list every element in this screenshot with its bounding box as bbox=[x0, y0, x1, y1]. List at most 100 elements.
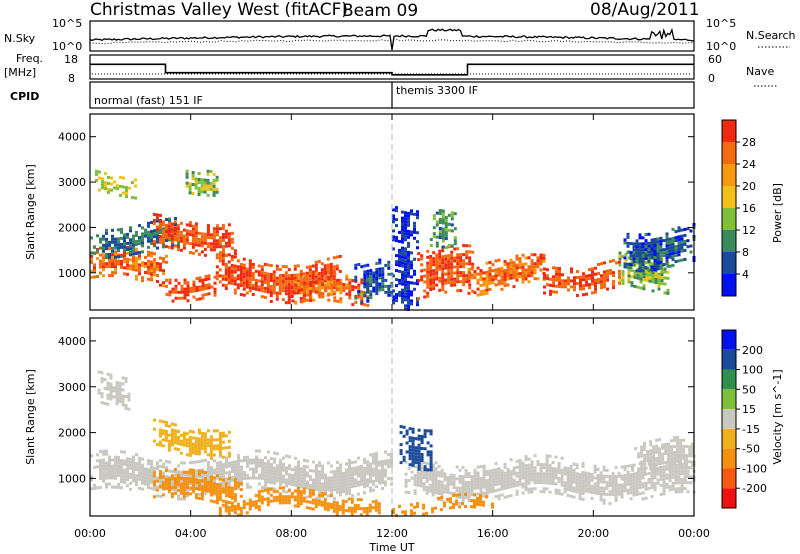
heatmap-cell bbox=[674, 245, 678, 249]
heatmap-cell bbox=[465, 262, 469, 266]
heatmap-cell bbox=[200, 431, 204, 435]
heatmap-cell bbox=[141, 466, 144, 470]
heatmap-cell bbox=[503, 495, 507, 499]
heatmap-cell bbox=[179, 451, 183, 455]
heatmap-cell bbox=[453, 239, 457, 243]
heatmap-cell bbox=[636, 267, 640, 271]
heatmap-cell bbox=[641, 269, 645, 273]
heatmap-cell bbox=[233, 249, 237, 253]
heatmap-cell bbox=[530, 490, 534, 494]
heatmap-cell bbox=[506, 486, 510, 489]
heatmap-cell bbox=[587, 481, 591, 485]
heatmap-cell bbox=[473, 474, 477, 478]
heatmap-cell bbox=[599, 480, 603, 484]
heatmap-cell bbox=[305, 500, 309, 504]
heatmap-cell bbox=[282, 474, 285, 478]
heatmap-cell bbox=[96, 249, 99, 253]
heatmap-cell bbox=[384, 480, 387, 484]
heatmap-cell bbox=[417, 297, 421, 301]
heatmap-cell bbox=[300, 285, 304, 289]
heatmap-cell bbox=[650, 256, 654, 260]
heatmap-cell bbox=[176, 236, 180, 240]
heatmap-cell bbox=[333, 476, 336, 480]
heatmap-cell bbox=[270, 457, 273, 461]
heatmap-cell bbox=[572, 468, 576, 472]
heatmap-cell bbox=[287, 292, 291, 296]
heatmap-cell bbox=[212, 230, 216, 234]
heatmap-cell bbox=[261, 464, 264, 468]
heatmap-cell bbox=[398, 239, 401, 243]
heatmap-cell bbox=[206, 169, 210, 173]
heatmap-cell bbox=[494, 471, 498, 475]
heatmap-cell bbox=[102, 274, 105, 278]
heatmap-cell bbox=[656, 240, 660, 244]
heatmap-cell bbox=[197, 243, 201, 247]
heatmap-cell bbox=[691, 448, 695, 452]
heatmap-cell bbox=[413, 230, 416, 234]
heatmap-cell bbox=[594, 284, 597, 288]
heatmap-cell bbox=[458, 486, 462, 490]
heatmap-cell bbox=[467, 291, 471, 295]
heatmap-cell bbox=[381, 276, 385, 280]
heatmap-cell bbox=[414, 452, 418, 456]
heatmap-cell bbox=[629, 251, 633, 255]
heatmap-cell bbox=[664, 461, 668, 464]
heatmap-cell bbox=[658, 447, 662, 451]
heatmap-cell bbox=[674, 487, 678, 491]
heatmap-cell bbox=[635, 248, 639, 252]
heatmap-cell bbox=[438, 230, 442, 233]
heatmap-cell bbox=[303, 464, 306, 468]
heatmap-cell bbox=[575, 490, 579, 494]
heatmap-cell bbox=[164, 477, 168, 481]
heatmap-cell bbox=[408, 439, 412, 443]
heatmap-cell bbox=[300, 467, 303, 471]
heatmap-cell bbox=[603, 285, 606, 289]
heatmap-cell bbox=[422, 461, 426, 465]
heatmap-cell bbox=[543, 267, 546, 271]
heatmap-cell bbox=[432, 263, 436, 267]
heatmap-cell bbox=[655, 462, 659, 466]
heatmap-cell bbox=[294, 468, 297, 472]
heatmap-cell bbox=[407, 301, 410, 305]
heatmap-cell bbox=[518, 477, 522, 481]
heatmap-cell bbox=[462, 277, 466, 281]
heatmap-cell bbox=[422, 512, 425, 516]
heatmap-cell bbox=[105, 231, 108, 235]
heatmap-cell bbox=[667, 457, 671, 461]
heatmap-cell bbox=[209, 233, 213, 237]
heatmap-cell bbox=[679, 444, 683, 448]
heatmap-cell bbox=[332, 274, 336, 278]
heatmap-cell bbox=[398, 293, 401, 297]
heatmap-cell bbox=[225, 471, 228, 475]
heatmap-cell bbox=[638, 242, 642, 246]
heatmap-cell bbox=[509, 270, 513, 274]
heatmap-cell bbox=[491, 486, 495, 490]
heatmap-cell bbox=[324, 277, 328, 281]
heatmap-cell bbox=[677, 241, 681, 245]
heatmap-cell bbox=[611, 487, 615, 491]
heatmap-cell bbox=[467, 481, 471, 485]
heatmap-cell bbox=[450, 217, 454, 221]
heatmap-cell bbox=[272, 490, 276, 494]
heatmap-cell bbox=[378, 475, 381, 479]
heatmap-cell bbox=[662, 492, 666, 496]
heatmap-cell bbox=[512, 264, 516, 268]
heatmap-cell bbox=[446, 482, 450, 485]
heatmap-cell bbox=[279, 459, 282, 462]
heatmap-cell bbox=[395, 209, 398, 213]
heatmap-cell bbox=[459, 265, 463, 269]
heatmap-cell bbox=[497, 497, 501, 501]
heatmap-cell bbox=[357, 492, 360, 496]
heatmap-cell bbox=[441, 249, 445, 253]
heatmap-cell bbox=[129, 258, 132, 262]
heatmap-cell bbox=[135, 453, 138, 457]
heatmap-cell bbox=[627, 256, 631, 260]
heatmap-cell bbox=[185, 444, 189, 448]
heatmap-cell bbox=[186, 284, 190, 288]
heatmap-cell bbox=[272, 285, 276, 289]
heatmap-cell bbox=[638, 263, 642, 267]
heatmap-cell bbox=[221, 251, 225, 254]
heatmap-cell bbox=[345, 477, 348, 481]
heatmap-cell bbox=[572, 462, 576, 466]
heatmap-cell bbox=[459, 280, 463, 284]
